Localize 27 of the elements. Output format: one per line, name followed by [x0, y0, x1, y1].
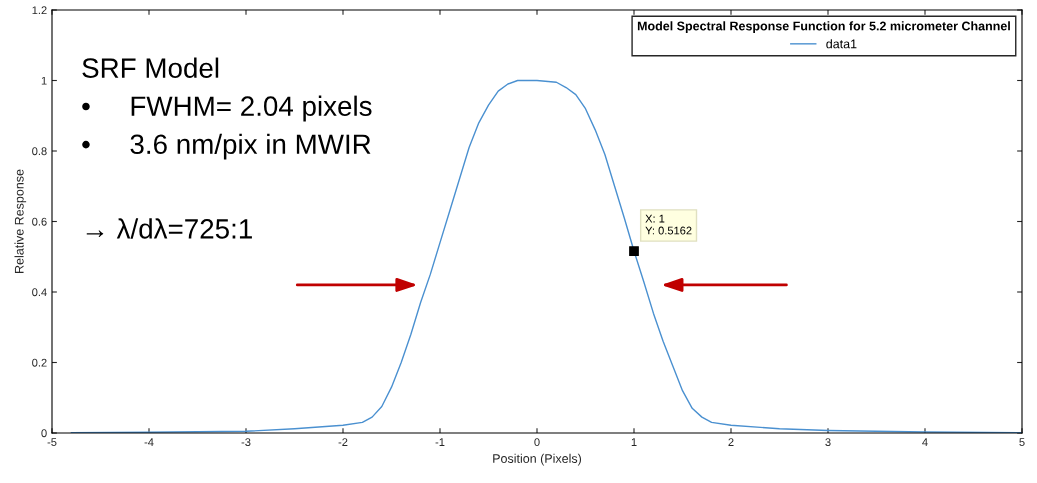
y-tick-label: 1.2 [32, 6, 47, 15]
y-tick-label: 0 [41, 429, 47, 438]
annotation: • FWHM= 2.04 pixels [82, 95, 372, 122]
x-tick-label: 0 [534, 438, 540, 447]
y-tick-label: 1 [41, 76, 47, 85]
y-tick-label: 0.8 [32, 147, 47, 156]
annotation: → λ/dλ=725:1 [86, 218, 252, 239]
y-axis-title: Relative Response [14, 169, 27, 273]
x-tick-label: 2 [728, 438, 734, 446]
y-tick-label: 0.4 [32, 288, 47, 297]
x-tick-label: -1 [435, 438, 445, 446]
x-tick-label: -4 [144, 438, 154, 446]
x-tick-label: 3 [825, 438, 831, 447]
x-tick-label: 4 [922, 438, 928, 446]
annotation: X: 1 Y: 0.5162 [645, 214, 692, 235]
x-tick-label: 5 [1019, 438, 1025, 447]
x-tick-label: -2 [338, 438, 348, 446]
legend-title: Model Spectral Response Function for 5.2 micrometer Channel [637, 21, 1010, 33]
y-tick-label: 0.2 [32, 358, 47, 367]
x-axis-title: Position (Pixels) [493, 453, 582, 466]
x-tick-label: -5 [47, 438, 57, 447]
x-tick-label: 1 [631, 438, 637, 446]
annotation: • 3.6 nm/pix in MWIR [82, 133, 371, 160]
x-tick-label: -3 [241, 438, 251, 447]
legend-label: data1 [826, 39, 857, 49]
y-tick-label: 0.6 [32, 217, 47, 226]
annotation: SRF Model [82, 57, 219, 78]
